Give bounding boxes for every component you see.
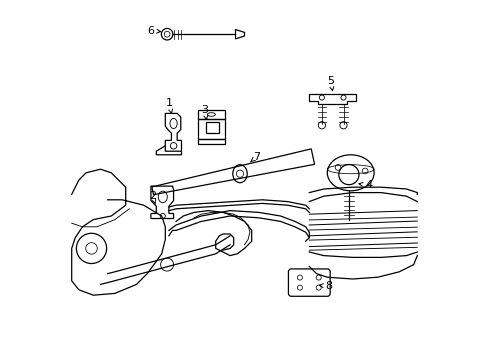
Text: 7: 7 (253, 152, 260, 162)
Text: 8: 8 (325, 281, 332, 291)
Text: 3: 3 (201, 105, 208, 115)
Text: 5: 5 (327, 76, 334, 86)
Text: 4: 4 (365, 180, 371, 190)
Text: 1: 1 (165, 98, 172, 108)
Text: 2: 2 (149, 191, 156, 201)
Text: 6: 6 (147, 26, 154, 36)
